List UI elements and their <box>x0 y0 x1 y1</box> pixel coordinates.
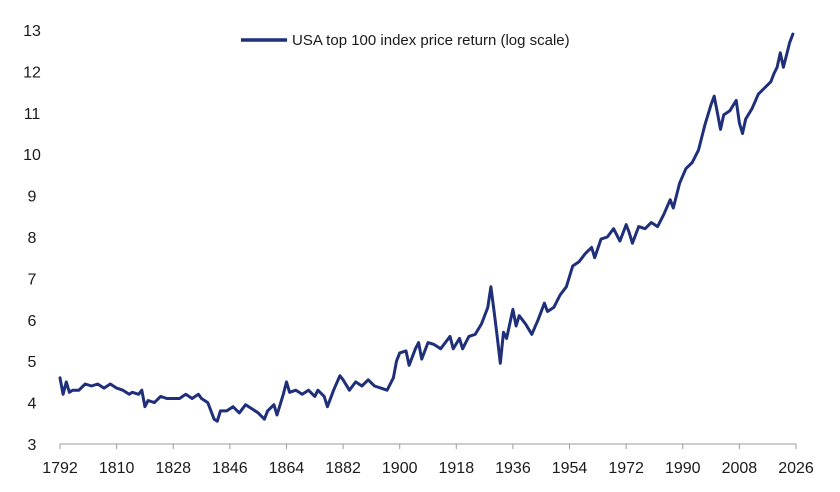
y-tick-label: 11 <box>24 106 41 123</box>
x-tick-label: 1954 <box>552 460 588 477</box>
x-tick-label: 1828 <box>155 460 191 477</box>
y-tick-label: 8 <box>28 230 37 247</box>
x-tick-label: 1900 <box>382 460 418 477</box>
plot-series <box>58 32 795 423</box>
x-tick-label: 1918 <box>439 460 475 477</box>
y-tick-label: 13 <box>23 23 41 40</box>
y-tick-label: 9 <box>28 189 37 206</box>
x-tick-label: 1810 <box>99 460 135 477</box>
x-tick-label: 2026 <box>778 460 814 477</box>
y-tick-label: 3 <box>28 437 37 454</box>
y-tick-label: 4 <box>28 396 37 413</box>
x-tick-label: 1936 <box>495 460 531 477</box>
x-tick-label: 2008 <box>722 460 758 477</box>
x-tick-label: 1864 <box>269 460 305 477</box>
legend-label: USA top 100 index price return (log scal… <box>292 32 570 49</box>
series-line <box>58 32 795 423</box>
x-axis: 1792 1810 1828 1846 1864 1882 1900 1918 1936 1954… <box>42 443 814 477</box>
x-tick-label: 1846 <box>212 460 248 477</box>
x-tick-label: 1882 <box>325 460 361 477</box>
legend: USA top 100 index price return (log scal… <box>241 32 570 49</box>
y-tick-label: 6 <box>28 313 37 330</box>
x-tick-label: 1990 <box>665 460 701 477</box>
y-tick-label: 7 <box>28 271 37 288</box>
y-tick-label: 12 <box>23 64 41 81</box>
y-axis: 3 4 5 6 7 8 9 10 11 12 13 <box>23 23 41 454</box>
x-tick-label: 1792 <box>42 460 78 477</box>
y-tick-label: 10 <box>23 147 41 164</box>
x-tick-label: 1972 <box>608 460 644 477</box>
y-tick-label: 5 <box>28 354 37 371</box>
